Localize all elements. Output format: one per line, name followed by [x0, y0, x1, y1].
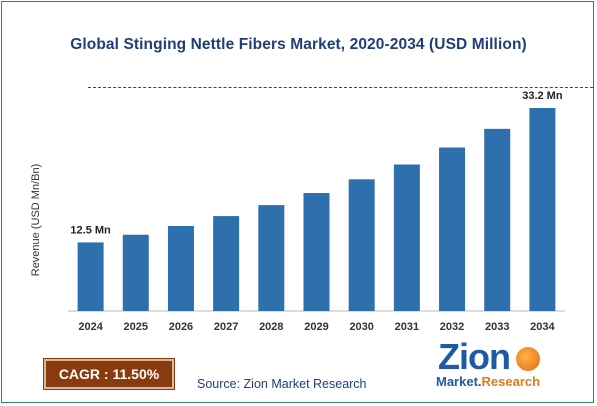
data-label-2034: 33.2 Mn — [522, 90, 563, 102]
chart-title: Global Stinging Nettle Fibers Market, 20… — [70, 36, 527, 53]
bar-2026 — [167, 225, 194, 311]
bar-2032 — [439, 147, 466, 311]
bar-2033 — [484, 128, 511, 311]
x-tick-2032: 2032 — [440, 321, 464, 333]
bar-2028 — [258, 205, 285, 311]
bar-2029 — [303, 193, 330, 311]
x-tick-2027: 2027 — [214, 321, 238, 333]
x-tick-2033: 2033 — [485, 321, 509, 333]
x-tick-2030: 2030 — [349, 321, 373, 333]
logo-orange-dot — [516, 347, 540, 371]
bar-2030 — [348, 179, 375, 311]
bar-2034 — [529, 108, 556, 311]
x-tick-2025: 2025 — [124, 321, 148, 333]
x-tick-2029: 2029 — [304, 321, 328, 333]
x-tick-2028: 2028 — [259, 321, 283, 333]
x-tick-2024: 2024 — [78, 321, 103, 333]
title-divider — [88, 87, 593, 88]
bars-group — [77, 108, 556, 311]
data-label-2024: 12.5 Mn — [70, 224, 111, 236]
bar-2025 — [122, 234, 149, 311]
x-tick-2034: 2034 — [530, 321, 555, 333]
logo-sub-right: Research — [481, 374, 541, 389]
x-tick-2031: 2031 — [395, 321, 419, 333]
bar-2031 — [393, 164, 420, 311]
logo-wordmark: Zion — [438, 336, 511, 377]
logo-sub-left: Market. — [436, 374, 482, 389]
cagr-badge: CAGR : 11.50% — [43, 358, 175, 390]
source-text: Source: Zion Market Research — [197, 377, 367, 391]
x-tick-labels: 2024 2025 2026 2027 2028 2029 2030 2031 2032 2033… — [78, 321, 555, 333]
x-tick-2026: 2026 — [169, 321, 193, 333]
data-labels: 12.5 Mn 33.2 Mn — [70, 90, 562, 236]
bar-2024 — [77, 242, 104, 311]
zion-logo: Zion Market.Research — [436, 336, 548, 396]
logo-subtitle: Market.Research — [436, 374, 540, 389]
bar-2027 — [213, 216, 240, 311]
